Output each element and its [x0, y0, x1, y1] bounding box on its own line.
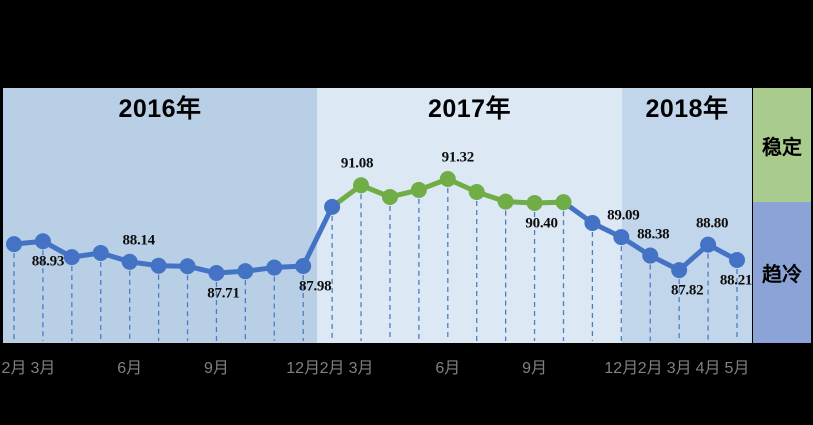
data-point-marker [237, 263, 254, 280]
data-point-marker [497, 193, 514, 210]
x-tick-label: 12月 [286, 360, 321, 377]
series-segment [300, 204, 335, 269]
x-tick-label: 6月 [117, 360, 143, 377]
data-point-marker [439, 171, 456, 187]
data-point-marker [410, 181, 427, 198]
year-title-2017: 2017年 [427, 95, 512, 123]
x-tick-label: 3月 [348, 360, 374, 377]
zone-cold: 趋冷 [753, 202, 811, 343]
data-point-marker [266, 259, 283, 276]
data-point-marker [729, 251, 745, 268]
x-tick-label: 9月 [522, 360, 547, 377]
x-tick-label: 3月 [30, 360, 56, 377]
data-label: 90.40 [525, 215, 558, 232]
data-label: 88.80 [695, 215, 729, 232]
data-label: 91.08 [340, 155, 374, 172]
data-point-marker [353, 177, 370, 194]
x-tick-label: 2月 [637, 360, 663, 377]
zone-cold-label: 趋冷 [762, 264, 802, 286]
x-tick-label: 3月 [666, 360, 692, 377]
data-point-marker [295, 257, 312, 274]
data-point-marker [324, 198, 341, 215]
band-2017: 2017年 [317, 88, 622, 343]
data-label: 88.93 [31, 253, 65, 270]
data-point-marker [121, 253, 138, 270]
band-2018: 2018年 [622, 88, 752, 343]
band-2016: 2016年 [3, 88, 317, 343]
data-point-marker [381, 188, 398, 205]
data-point-marker [671, 262, 688, 279]
data-point-marker [642, 247, 659, 264]
x-tick-label: 6月 [435, 360, 461, 377]
data-label: 89.09 [607, 207, 640, 224]
data-point-marker [468, 184, 485, 201]
x-tick-label: 12月 [604, 360, 639, 377]
data-point-marker [613, 229, 630, 246]
data-label: 88.38 [637, 226, 670, 243]
data-label: 88.14 [122, 232, 156, 249]
data-label: 87.98 [299, 278, 332, 295]
data-point-marker [584, 215, 601, 232]
zone-stable: 稳定 [753, 88, 811, 202]
data-point-marker [6, 236, 22, 253]
data-point-marker [150, 257, 167, 274]
data-point-marker [92, 244, 109, 261]
x-tick-label: 2月 [319, 360, 345, 377]
data-point-marker [63, 249, 80, 266]
data-point-marker [700, 236, 717, 253]
year-title-2016: 2016年 [118, 95, 202, 123]
year-title-2018: 2018年 [645, 95, 729, 123]
x-tick-label: 5月 [724, 360, 750, 377]
data-label: 88.21 [719, 272, 753, 289]
data-label: 87.82 [671, 282, 704, 299]
data-point-marker [526, 194, 543, 211]
x-tick-label: 4月 [695, 360, 721, 377]
x-tick-label: 9月 [203, 360, 229, 377]
zone-stable-label: 稳定 [762, 136, 802, 159]
data-point-marker [208, 265, 225, 282]
x-axis: 2月 3月 6月 9月 12月 2月 3月 6月 9月 12月 2月 3月 4月 5月 [0, 354, 813, 378]
data-point-marker [34, 233, 51, 250]
data-point-marker [555, 194, 572, 211]
x-tick-label: 2月 [1, 360, 27, 377]
data-point-marker [179, 258, 196, 275]
data-label: 87.71 [207, 285, 240, 302]
data-label: 91.32 [441, 149, 475, 166]
